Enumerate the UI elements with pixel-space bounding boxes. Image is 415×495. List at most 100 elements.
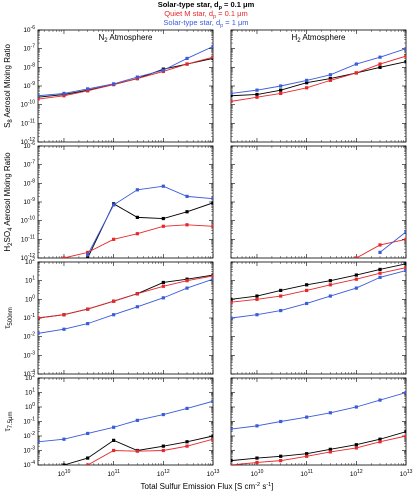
- y-tick-label: 10-12: [21, 137, 36, 146]
- y-tick-label: 10-3: [23, 446, 35, 455]
- data-point-blue: [161, 296, 165, 300]
- y-tick-label: 10-8: [23, 62, 35, 71]
- data-point-red: [38, 316, 40, 320]
- y-tick-label: 10-2: [23, 431, 35, 440]
- data-point-blue: [62, 91, 66, 96]
- data-point-black: [211, 201, 213, 205]
- data-point-black: [161, 216, 165, 221]
- data-point-blue: [185, 286, 189, 290]
- data-point-blue: [305, 415, 309, 419]
- data-point-red: [86, 463, 90, 465]
- series-line-red: [231, 267, 406, 303]
- data-point-red: [161, 284, 165, 288]
- data-point-black: [404, 60, 406, 64]
- panel-frame: [37, 377, 214, 466]
- series-line-black: [231, 61, 406, 97]
- data-point-blue: [161, 412, 165, 417]
- data-point-red: [328, 78, 332, 82]
- y-tick-label: 100: [25, 402, 35, 411]
- chart-panel: 10-6 10-7 10-8 10-9 10-10 10-11 10-12: [21, 141, 214, 262]
- data-point-blue: [161, 68, 165, 72]
- data-point-blue: [378, 398, 382, 402]
- data-point-red: [62, 256, 66, 258]
- data-point-blue: [38, 331, 40, 335]
- data-point-red: [354, 256, 358, 258]
- data-point-blue: [378, 250, 382, 254]
- data-point-blue: [328, 294, 332, 298]
- data-point-black: [378, 267, 382, 272]
- y-tick-label: 10-11: [21, 118, 35, 127]
- y-tick-label: 10-2: [23, 332, 35, 341]
- data-point-black: [86, 256, 90, 258]
- data-point-red: [112, 299, 116, 303]
- y-tick-label: 100: [25, 294, 35, 303]
- legend-entry: Solar-type star, dp = 1 μm: [163, 18, 248, 29]
- data-point-blue: [86, 431, 90, 436]
- chart-panel: 1010 1011 1012 1013: [230, 377, 413, 478]
- y-tick-label: 10-10: [21, 100, 36, 109]
- data-point-red: [38, 97, 40, 101]
- data-point-blue: [135, 418, 139, 422]
- data-point-black: [231, 297, 233, 301]
- series-line-red: [355, 238, 406, 258]
- data-point-blue: [231, 91, 233, 96]
- x-tick-label: 1012: [157, 469, 170, 478]
- data-point-blue: [231, 316, 233, 320]
- data-point-blue: [135, 75, 139, 79]
- row-axis-label: τ7.5μm: [3, 412, 14, 432]
- data-point-blue: [305, 301, 309, 306]
- series-line-blue: [231, 392, 406, 430]
- series-line-blue: [38, 400, 213, 443]
- series-line-blue: [38, 278, 213, 334]
- data-point-blue: [404, 230, 406, 234]
- data-point-blue: [135, 188, 139, 192]
- data-point-black: [231, 459, 233, 463]
- series-line-black: [231, 431, 406, 462]
- data-point-blue: [86, 87, 90, 91]
- data-point-red: [255, 297, 259, 301]
- data-point-red: [185, 444, 189, 448]
- data-point-red: [86, 307, 90, 311]
- data-point-red: [185, 62, 189, 66]
- x-tick-label: 1010: [58, 469, 71, 478]
- data-point-red: [378, 62, 382, 66]
- data-point-blue: [354, 62, 358, 66]
- data-point-red: [135, 232, 139, 236]
- y-tick-label: 102: [25, 373, 35, 382]
- data-point-black: [231, 94, 233, 98]
- data-point-black: [279, 88, 283, 92]
- series-line-red: [38, 275, 213, 319]
- data-point-blue: [305, 78, 309, 82]
- data-point-black: [378, 437, 382, 441]
- data-point-blue: [255, 424, 259, 428]
- data-point-red: [404, 54, 406, 58]
- data-point-red: [211, 224, 213, 228]
- data-point-red: [161, 448, 165, 453]
- data-point-black: [305, 81, 309, 85]
- data-point-blue: [185, 194, 189, 198]
- data-point-red: [354, 277, 358, 281]
- data-point-red: [378, 440, 382, 444]
- data-point-blue: [86, 253, 90, 257]
- data-point-red: [211, 274, 213, 278]
- data-point-red: [62, 94, 66, 98]
- data-point-red: [305, 86, 309, 90]
- data-point-blue: [112, 313, 116, 317]
- data-point-blue: [112, 82, 116, 86]
- chart-panel: [230, 29, 407, 143]
- chart-panel: [230, 261, 407, 375]
- data-point-blue: [185, 406, 189, 411]
- data-point-black: [255, 92, 259, 97]
- data-point-blue: [185, 56, 189, 61]
- data-point-red: [62, 313, 66, 317]
- data-point-red: [112, 237, 116, 241]
- data-point-blue: [112, 203, 116, 207]
- series-line-red: [231, 435, 406, 465]
- series-line-blue: [379, 231, 406, 253]
- data-point-blue: [328, 411, 332, 415]
- data-point-black: [161, 280, 165, 285]
- row-axis-label: S8 Aerosol Mixing Ratio: [3, 44, 14, 128]
- data-point-red: [305, 288, 309, 293]
- series-line-black: [231, 263, 406, 300]
